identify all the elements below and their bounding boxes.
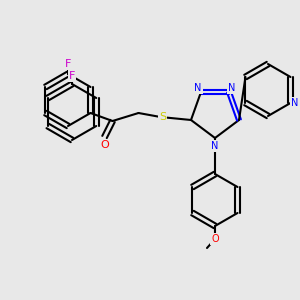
Text: S: S <box>159 112 166 122</box>
Text: F: F <box>69 71 75 81</box>
Text: N: N <box>228 83 236 93</box>
Text: N: N <box>291 98 298 108</box>
Text: O: O <box>211 234 219 244</box>
Text: F: F <box>65 59 71 69</box>
Text: O: O <box>100 140 109 150</box>
Text: N: N <box>211 141 219 151</box>
Text: S: S <box>159 112 166 122</box>
Text: N: N <box>194 83 202 93</box>
